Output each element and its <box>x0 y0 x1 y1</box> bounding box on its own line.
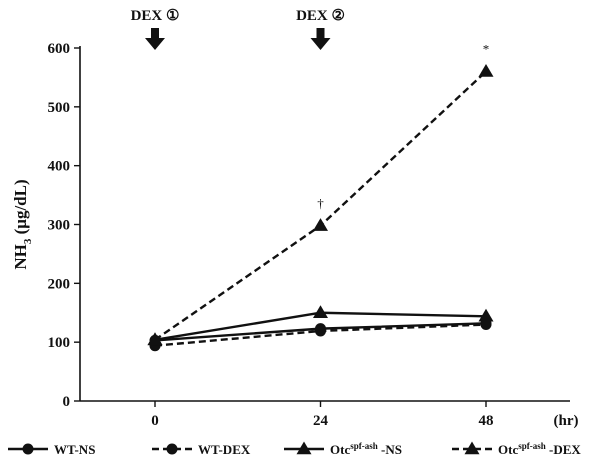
down-arrow-icon <box>145 28 165 50</box>
dex-annotations: DEX ① DEX ② <box>131 8 345 50</box>
data-point <box>313 305 328 318</box>
legend-label-main: WT-NS <box>54 442 95 457</box>
significance-mark: * <box>483 42 490 57</box>
y-axis-label-rest: (μg/dL) <box>11 179 30 238</box>
legend-label: Otcspf-ash -DEX <box>498 441 581 457</box>
x-tick-label: 24 <box>313 413 329 429</box>
legend-item-3: Otcspf-ash -NS <box>284 441 402 457</box>
y-tick-label: 400 <box>48 159 71 175</box>
legend-label: WT-NS <box>54 442 95 457</box>
legend-item-1: WT-NS <box>8 442 95 457</box>
x-tick-label: 48 <box>479 413 494 429</box>
data-point <box>315 325 326 337</box>
legend-item-4: Otcspf-ash -DEX <box>452 441 581 457</box>
legend-marker <box>166 443 178 455</box>
series-4 <box>147 64 494 346</box>
series-group <box>147 64 494 352</box>
y-tick-label: 600 <box>48 41 71 57</box>
y-tick-label: 0 <box>63 394 71 410</box>
legend-marker <box>22 443 34 455</box>
data-point <box>480 319 492 331</box>
significance-mark: † <box>317 196 324 211</box>
y-tick-label: 100 <box>48 335 71 351</box>
x-axis-label: (hr) <box>554 413 579 429</box>
dex-annotation-label: DEX ① <box>131 8 180 24</box>
legend-label-main: Otc <box>498 442 518 457</box>
y-tick-label: 300 <box>48 218 71 234</box>
legend-marker <box>464 441 480 455</box>
legend: WT-NS WT-DEX Otcspf-ash -NS Otcspf-ash -DEX <box>8 441 581 457</box>
legend-label-rest: -NS <box>378 442 402 457</box>
x-tick-label: 0 <box>151 413 159 429</box>
y-tick-label: 200 <box>48 276 71 292</box>
legend-label-sup: spf-ash <box>518 441 546 451</box>
legend-label-main: Otc <box>330 442 350 457</box>
x-ticks: 0 24 48 <box>151 401 494 429</box>
data-point <box>478 308 494 322</box>
down-arrow-icon <box>310 28 331 50</box>
legend-label-main: WT-DEX <box>198 442 251 457</box>
data-point <box>147 332 163 346</box>
y-ticks: 0 100 200 300 400 500 600 <box>48 41 80 410</box>
legend-label-rest: -DEX <box>546 442 582 457</box>
y-axis-label: NH3 (μg/dL) <box>11 179 34 269</box>
data-point <box>478 64 494 77</box>
legend-label-sup: spf-ash <box>350 441 378 451</box>
legend-label: WT-DEX <box>198 442 251 457</box>
data-point <box>313 218 328 231</box>
y-axis-label-main: NH <box>11 244 30 270</box>
y-axis-label-sub: 3 <box>22 238 34 244</box>
significance-marks: †* <box>317 42 489 211</box>
y-tick-label: 500 <box>48 100 71 116</box>
legend-marker <box>296 441 312 455</box>
legend-item-2: WT-DEX <box>152 442 251 457</box>
legend-label: Otcspf-ash -NS <box>330 441 402 457</box>
dex-annotation-label: DEX ② <box>296 8 345 24</box>
